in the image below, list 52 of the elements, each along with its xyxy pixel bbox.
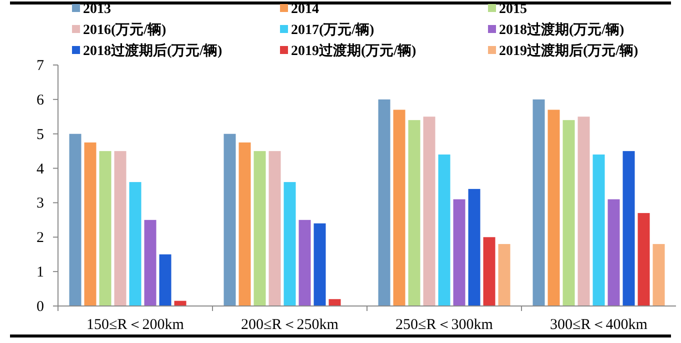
x-tick-label: 300≤R＜400km: [550, 317, 648, 333]
bar: [159, 254, 172, 306]
bar: [314, 223, 326, 306]
y-tick-label: 6: [36, 92, 44, 108]
bar: [69, 134, 82, 306]
y-tick-label: 4: [36, 161, 44, 178]
bar: [378, 99, 390, 306]
bar: [532, 99, 545, 306]
legend-label: 2018过渡期(万元/辆): [499, 21, 625, 38]
bar: [254, 151, 266, 306]
bar: [498, 244, 510, 306]
bar: [548, 110, 560, 306]
bar: [144, 220, 156, 306]
bar: [622, 151, 635, 306]
x-tick-label: 250≤R＜300km: [396, 317, 494, 333]
bar: [298, 220, 311, 306]
bar: [328, 299, 341, 306]
bar: [84, 142, 96, 306]
bar: [284, 182, 296, 306]
bar: [423, 116, 436, 306]
x-tick-label: 150≤R＜200km: [86, 317, 184, 333]
bar: [114, 151, 126, 306]
bar: [468, 188, 480, 306]
bar: [483, 237, 496, 306]
bar: [592, 154, 605, 306]
legend-label: 2017(万元/辆): [291, 22, 375, 38]
y-tick-label: 0: [36, 299, 44, 315]
bar: [562, 120, 575, 306]
x-tick-label: 200≤R＜250km: [241, 317, 339, 333]
bar: [408, 120, 420, 306]
bar: [453, 199, 466, 306]
bar: [638, 213, 650, 306]
legend-label: 2019过渡期后(万元/辆): [499, 42, 639, 59]
bar: [268, 151, 281, 306]
y-tick-label: 5: [36, 126, 44, 143]
legend-label: 2019过渡期(万元/辆): [291, 42, 417, 59]
y-tick-label: 7: [36, 58, 44, 74]
legend-label: 2014: [291, 2, 319, 17]
legend-label: 2016(万元/辆): [83, 22, 167, 38]
bar: [578, 116, 590, 306]
y-tick-label: 3: [36, 196, 44, 212]
bar: [238, 142, 251, 306]
bar: [652, 244, 665, 306]
bar: [99, 151, 112, 306]
bar: [129, 182, 142, 306]
bar: [438, 154, 450, 306]
bar: [224, 134, 236, 306]
y-tick-label: 2: [36, 230, 44, 246]
y-tick-label: 1: [36, 264, 44, 281]
legend-label: 2018过渡期后(万元/辆): [83, 42, 223, 59]
bar: [608, 199, 620, 306]
bar: [393, 110, 406, 306]
